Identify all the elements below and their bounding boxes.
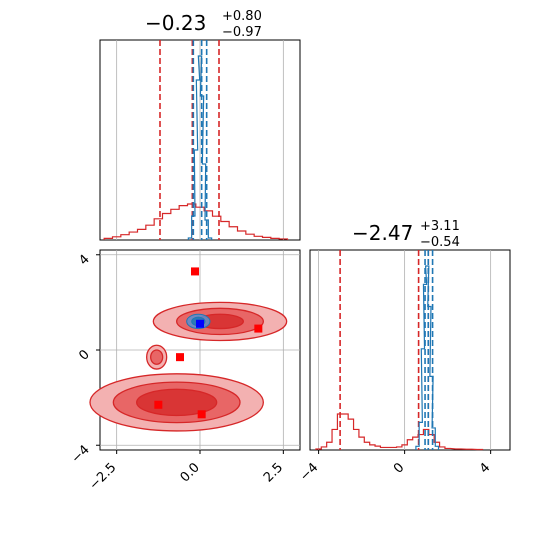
marker-red-square xyxy=(254,324,263,333)
tick-label: 0 xyxy=(391,460,407,476)
title-param-2-median: −2.47 xyxy=(352,221,413,245)
title-param-2: −2.47 +3.11 −0.54 xyxy=(352,219,460,250)
tick-label: −4 xyxy=(69,442,93,466)
panel-1d-param-1-content xyxy=(103,40,289,240)
panel-2d-content xyxy=(89,250,300,450)
title-param-2-plus: +3.11 xyxy=(420,219,460,234)
tick-label: 2.5 xyxy=(261,460,286,485)
marker-red-square xyxy=(176,353,184,362)
tick-label: 0 xyxy=(76,347,92,363)
title-param-1-minus: −0.97 xyxy=(222,25,262,40)
histogram-blue-series xyxy=(187,55,213,240)
title-param-1-plus: +0.80 xyxy=(222,9,262,24)
tick-label: −2.5 xyxy=(87,460,120,493)
tick-label: 0.0 xyxy=(178,460,203,485)
marker-red-square xyxy=(191,267,199,276)
histogram-red-series xyxy=(103,203,289,240)
tick-label: −4 xyxy=(297,460,321,484)
title-param-2-minus: −0.54 xyxy=(420,235,460,250)
tick-label: 4 xyxy=(477,460,493,476)
contour-red-level xyxy=(150,349,164,365)
histogram-red-series xyxy=(315,413,484,451)
panel-1d-param-2-content xyxy=(315,250,492,451)
tick-label: 4 xyxy=(76,252,92,268)
panel-2d xyxy=(89,249,301,451)
contour-red-level xyxy=(136,388,218,417)
histogram-blue-series xyxy=(415,265,440,450)
title-param-1: −0.23 +0.80 −0.97 xyxy=(145,9,262,40)
marker-red-square xyxy=(154,400,163,409)
panel-1d-param-2 xyxy=(309,249,511,451)
marker-red-square xyxy=(197,410,206,419)
panel-1d-param-1 xyxy=(99,39,301,241)
title-param-1-median: −0.23 xyxy=(145,11,206,35)
marker-blue-square xyxy=(196,319,204,328)
